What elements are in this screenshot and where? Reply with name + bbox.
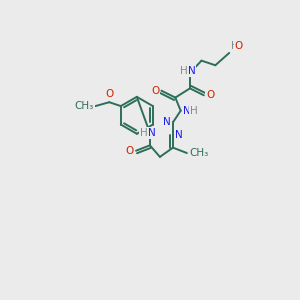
Text: O: O (206, 90, 214, 100)
Text: N: N (175, 130, 183, 140)
Text: N: N (188, 66, 195, 76)
Text: H: H (140, 128, 148, 138)
Text: N: N (183, 106, 191, 116)
Text: O: O (235, 41, 243, 51)
Text: H: H (231, 41, 239, 51)
Text: N: N (163, 117, 171, 127)
Text: O: O (151, 86, 159, 96)
Text: CH₃: CH₃ (75, 101, 94, 111)
Text: O: O (105, 89, 113, 99)
Text: H: H (180, 66, 188, 76)
Text: N: N (148, 128, 155, 138)
Text: H: H (190, 106, 198, 116)
Text: CH₃: CH₃ (189, 148, 208, 158)
Text: O: O (125, 146, 134, 156)
